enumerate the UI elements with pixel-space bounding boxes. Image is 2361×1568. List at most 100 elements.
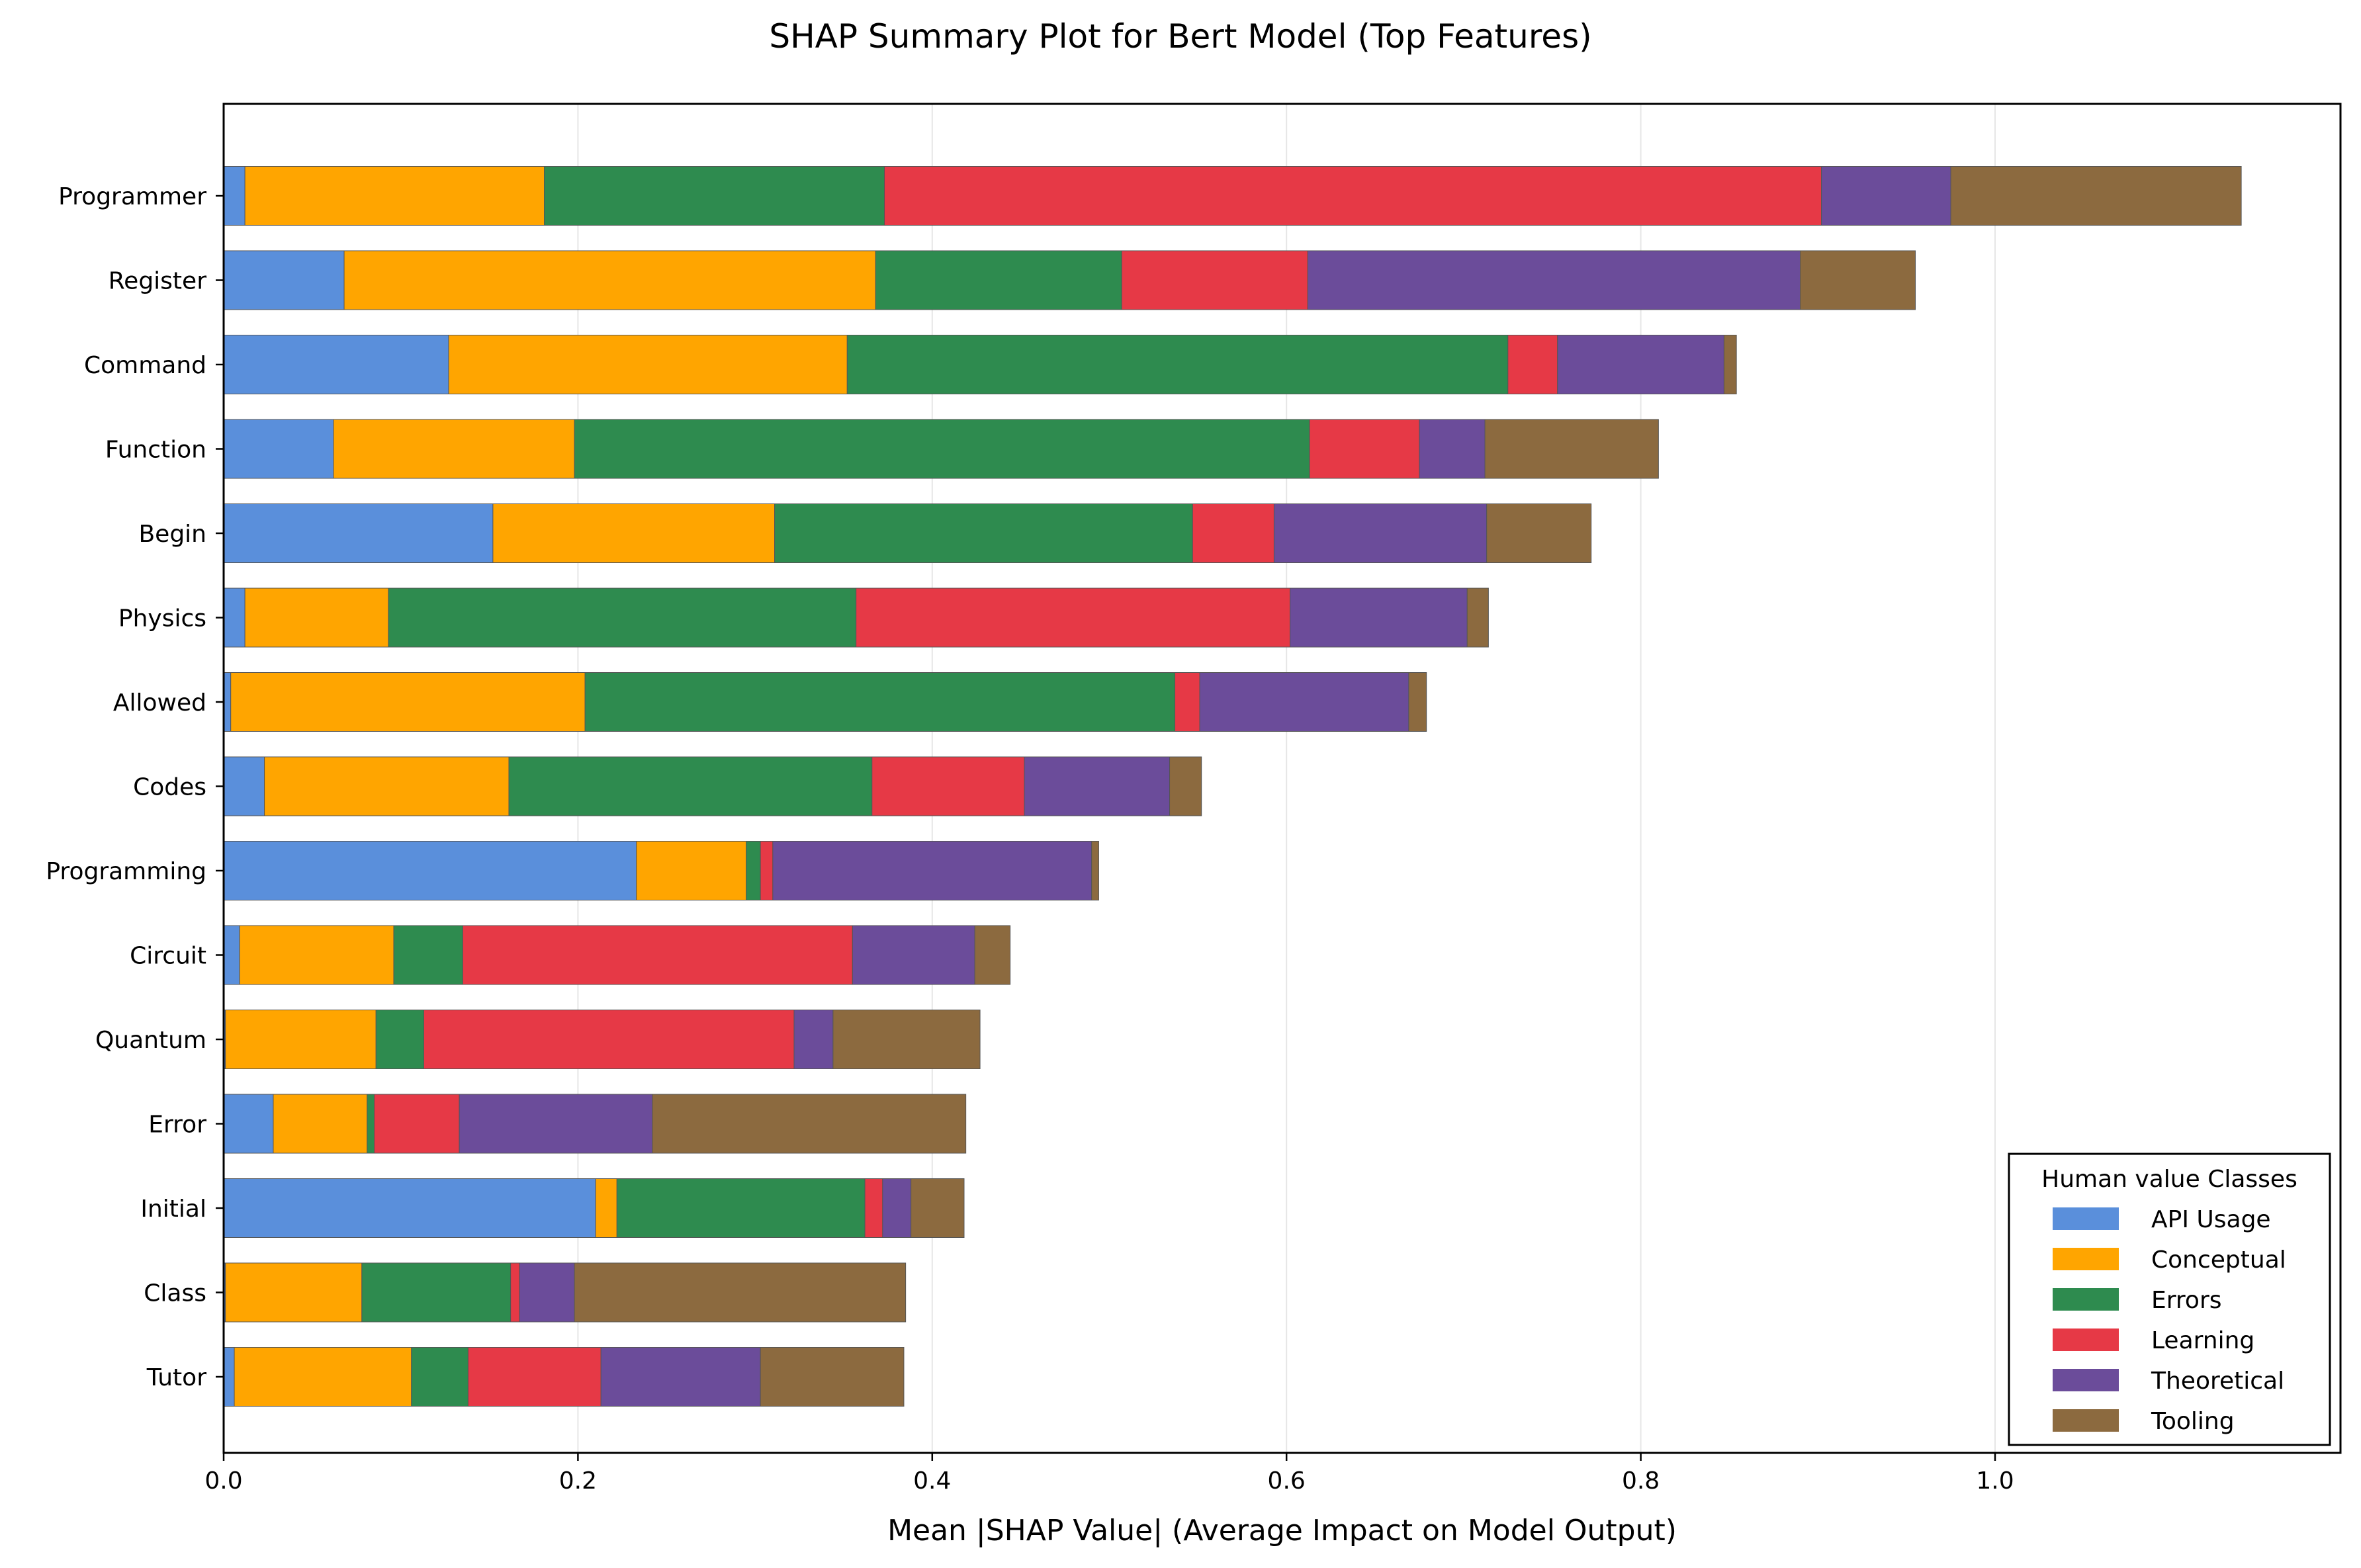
bar-segment-allowed-errors — [584, 672, 1176, 732]
bar-segment-allowed-api-usage — [223, 672, 232, 732]
bar-segment-physics-tooling — [1466, 588, 1489, 648]
bar-segment-quantum-conceptual — [225, 1010, 377, 1069]
bar-segment-circuit-conceptual — [239, 925, 394, 985]
bar-segment-circuit-tooling — [974, 925, 1011, 985]
bar-segment-programmer-theoretical — [1821, 166, 1951, 226]
y-tick-label: Register — [109, 268, 206, 295]
bar-segment-class-theoretical — [519, 1262, 575, 1323]
bar-segment-register-errors — [875, 250, 1122, 310]
x-tick-label: 0.4 — [913, 1467, 951, 1495]
bar-segment-begin-conceptual — [492, 503, 776, 563]
bar-segment-class-errors — [361, 1262, 512, 1323]
bar-segment-tutor-errors — [411, 1347, 468, 1407]
bar-segment-begin-tooling — [1486, 503, 1592, 563]
bar-segment-quantum-theoretical — [793, 1010, 834, 1069]
bar-segment-error-tooling — [652, 1094, 967, 1154]
y-tick-label: Programmer — [58, 183, 206, 210]
bar-segment-initial-theoretical — [882, 1178, 912, 1238]
bar-segment-class-conceptual — [225, 1262, 363, 1323]
legend-label-learning: Learning — [2151, 1327, 2254, 1354]
bar-segment-register-tooling — [1800, 250, 1916, 310]
x-tick-label: 0.6 — [1268, 1467, 1306, 1495]
bar-segment-error-conceptual — [273, 1094, 368, 1154]
bar-segment-initial-learning — [864, 1178, 883, 1238]
legend-label-theoretical: Theoretical — [2151, 1368, 2284, 1395]
bar-segment-codes-api-usage — [223, 756, 265, 816]
bar-segment-quantum-learning — [423, 1010, 795, 1069]
bar-segment-command-conceptual — [448, 335, 848, 394]
legend-swatch-api-usage — [2053, 1207, 2119, 1230]
bar-segment-circuit-api-usage — [223, 925, 240, 985]
bar-segment-quantum-tooling — [832, 1010, 981, 1069]
bar-segment-function-theoretical — [1419, 419, 1486, 479]
y-tick-label: Tutor — [146, 1364, 206, 1391]
y-axis: Programmer Register Command Function Begin Ph… — [46, 183, 224, 1391]
legend-swatch-conceptual — [2053, 1248, 2119, 1270]
bar-segment-tutor-learning — [467, 1347, 601, 1407]
legend-label-conceptual: Conceptual — [2151, 1246, 2286, 1274]
bar-segment-initial-errors — [616, 1178, 866, 1238]
bar-segment-begin-theoretical — [1273, 503, 1488, 563]
bar-segment-register-api-usage — [223, 250, 345, 310]
bar-segment-allowed-conceptual — [230, 672, 586, 732]
bar-segment-initial-tooling — [911, 1178, 965, 1238]
y-tick-label: Physics — [118, 605, 206, 632]
bar-segment-tutor-theoretical — [600, 1347, 761, 1407]
bar-segment-error-errors — [367, 1094, 375, 1154]
bar-segment-physics-api-usage — [223, 588, 245, 648]
bar-segment-codes-conceptual — [264, 756, 510, 816]
bar-segment-function-conceptual — [333, 419, 575, 479]
bar-segment-programmer-api-usage — [223, 166, 245, 226]
plot-frame — [222, 103, 2342, 1454]
bar-segment-programmer-conceptual — [244, 166, 545, 226]
legend-swatch-theoretical — [2053, 1369, 2119, 1391]
legend-label-tooling: Tooling — [2151, 1408, 2235, 1435]
bar-segment-programmer-errors — [544, 166, 885, 226]
y-tick-label: Class — [144, 1280, 206, 1307]
bars-layer — [223, 166, 2242, 1407]
x-axis: 0.0 0.2 0.4 0.6 0.8 1.0 — [204, 1453, 2014, 1495]
bar-segment-function-api-usage — [223, 419, 334, 479]
chart-title: SHAP Summary Plot for Bert Model (Top Fe… — [769, 17, 1591, 56]
bar-segment-programming-errors — [746, 841, 761, 900]
x-axis-label: Mean |SHAP Value| (Average Impact on Mod… — [887, 1514, 1677, 1547]
bar-segment-programming-theoretical — [772, 841, 1092, 900]
x-tick-label: 0.2 — [559, 1467, 597, 1495]
bar-segment-physics-conceptual — [244, 588, 389, 648]
bar-segment-class-learning — [510, 1262, 520, 1323]
bar-segment-allowed-learning — [1175, 672, 1200, 732]
bar-segment-tutor-conceptual — [234, 1347, 412, 1407]
y-tick-label: Programming — [46, 858, 206, 885]
legend-swatch-errors — [2053, 1288, 2119, 1311]
y-tick-label: Circuit — [130, 943, 206, 970]
bar-segment-initial-conceptual — [595, 1178, 617, 1238]
y-tick-label: Codes — [133, 774, 206, 801]
legend-title: Human value Classes — [2041, 1166, 2297, 1193]
y-tick-label: Initial — [140, 1196, 206, 1223]
bar-segment-initial-api-usage — [223, 1178, 596, 1238]
bar-segment-begin-learning — [1192, 503, 1274, 563]
y-tick-label: Begin — [138, 521, 206, 548]
bar-segment-circuit-errors — [393, 925, 463, 985]
bar-segment-register-theoretical — [1307, 250, 1801, 310]
x-tick-label: 1.0 — [1976, 1467, 2014, 1495]
x-tick-label: 0.8 — [1622, 1467, 1660, 1495]
bar-segment-codes-learning — [871, 756, 1025, 816]
y-tick-label: Function — [105, 437, 206, 464]
bar-segment-class-tooling — [574, 1262, 907, 1323]
bar-segment-programming-conceptual — [636, 841, 747, 900]
bar-segment-circuit-theoretical — [852, 925, 975, 985]
bar-segment-error-api-usage — [223, 1094, 274, 1154]
bar-segment-function-learning — [1309, 419, 1420, 479]
bar-segment-register-conceptual — [343, 250, 876, 310]
bar-segment-command-api-usage — [223, 335, 449, 394]
bar-segment-function-errors — [574, 419, 1310, 479]
bar-segment-physics-theoretical — [1290, 588, 1468, 648]
y-tick-label: Error — [148, 1111, 206, 1139]
bar-segment-tutor-api-usage — [223, 1347, 235, 1407]
bar-segment-error-learning — [374, 1094, 460, 1154]
bar-segment-command-theoretical — [1557, 335, 1724, 394]
x-tick-label: 0.0 — [204, 1467, 242, 1495]
bar-segment-tutor-tooling — [760, 1347, 905, 1407]
